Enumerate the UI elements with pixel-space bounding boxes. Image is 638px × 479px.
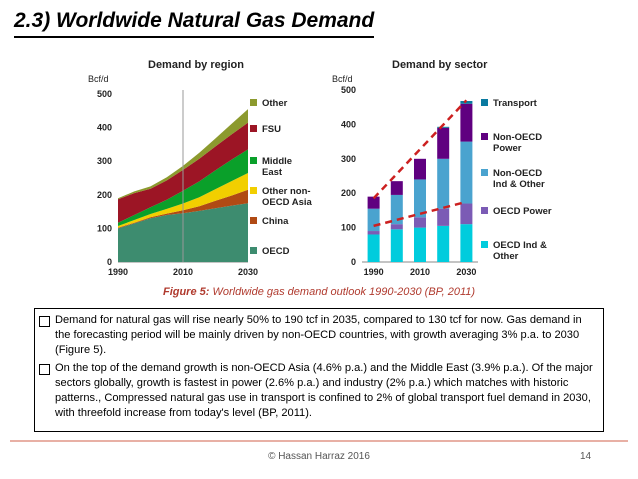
slide-title: 2.3) Worldwide Natural Gas Demand — [14, 8, 375, 38]
chart-title: Demand by sector — [392, 59, 488, 71]
bar-non-oecd-power — [437, 127, 450, 159]
x-tick-label: 1990 — [364, 267, 384, 277]
area-other-non-oecd-asia — [118, 173, 248, 228]
legend-swatch-oecd-ind-other — [481, 241, 488, 248]
bar-oecd-ind-other — [414, 227, 426, 262]
footer-divider — [10, 440, 628, 442]
y-tick-label: 0 — [107, 257, 112, 267]
legend-swatch-oecd — [250, 247, 257, 254]
text-box: Demand for natural gas will rise nearly … — [34, 308, 604, 432]
legend-swatch-middle-east — [250, 157, 257, 164]
bar-non-oecd-power — [367, 196, 380, 209]
legend-swatch-non-oecd-power — [481, 133, 488, 140]
trend-line-power-trend — [373, 200, 467, 228]
x-tick-label: 1990 — [108, 267, 128, 277]
y-tick-label: 100 — [341, 223, 356, 233]
bar-oecd-ind-other — [367, 234, 380, 262]
legend-label-oecd-power: OECD Power — [493, 206, 552, 217]
trend-line-total-trend — [372, 99, 468, 200]
bar-oecd-power — [367, 231, 380, 235]
bar-non-oecd-ind-other — [390, 194, 403, 225]
x-tick-label: 2010 — [410, 267, 430, 277]
bar-oecd-power — [437, 208, 450, 226]
legend-label-middle-east: Middle East — [262, 156, 292, 178]
sector-chart: Demand by sector Bcf/d 0 100 200 300 400 500 199… — [332, 59, 552, 277]
bar-non-oecd-ind-other — [437, 158, 450, 209]
legend-swatch-fsu — [250, 125, 257, 132]
y-tick-label: 0 — [351, 257, 356, 267]
legend-label-fsu: FSU — [262, 124, 281, 135]
bar-non-oecd-power — [390, 181, 403, 195]
footer-copyright: © Hassan Harraz 2016 — [268, 451, 370, 462]
legend-label-oecd: OECD — [262, 246, 290, 257]
y-tick-label: 200 — [97, 190, 112, 200]
legend-label-oecd-ind-other: OECD Ind & Other — [493, 240, 547, 262]
y-axis-label: Bcf/d — [88, 74, 109, 84]
bar-non-oecd-ind-other — [367, 208, 380, 232]
checkbox-bullet-icon — [39, 316, 50, 327]
legend-label-non-oecd-ind-other: Non-OECD Ind & Other — [493, 168, 545, 190]
bar-non-oecd-power — [460, 103, 473, 142]
legend-swatch-other — [250, 99, 257, 106]
page-number: 14 — [580, 451, 592, 462]
bar-non-oecd-ind-other — [460, 141, 473, 204]
caption-text: Worldwide gas demand outlook 1990-2030 (… — [212, 286, 476, 298]
y-tick-label: 500 — [97, 89, 112, 99]
area-middle-east — [118, 149, 248, 226]
legend-swatch-oecd-power — [481, 207, 488, 214]
x-tick-label: 2030 — [238, 267, 258, 277]
bullet-item: On the top of the demand growth is non-O… — [39, 361, 597, 422]
bar-oecd-power — [460, 203, 473, 225]
bar-non-oecd-ind-other — [414, 179, 426, 218]
y-tick-label: 400 — [97, 123, 112, 133]
legend-label-non-oecd-power: Non-OECD Power — [493, 132, 542, 154]
legend-label-other-non-oecd-asia: Other non-OECD Asia — [262, 186, 313, 208]
x-tick-label: 2030 — [456, 267, 476, 277]
bullet-item: Demand for natural gas will rise nearly … — [39, 313, 597, 359]
region-chart: Demand by region Bcf/d 0 100 200 300 400 500 199… — [88, 59, 313, 277]
legend-label-transport: Transport — [493, 98, 538, 109]
y-axis-label: Bcf/d — [332, 74, 353, 84]
y-tick-label: 100 — [97, 223, 112, 233]
bar-transport — [460, 101, 473, 104]
legend-label-other: Other — [262, 98, 288, 109]
y-tick-label: 200 — [341, 188, 356, 198]
caption-label: Figure 5: — [162, 286, 210, 298]
legend-swatch-china — [250, 217, 257, 224]
chart-title: Demand by region — [148, 59, 244, 71]
bullet-text: On the top of the demand growth is non-O… — [55, 361, 593, 420]
legend-swatch-other-non-oecd-asia — [250, 187, 257, 194]
x-tick-label: 2010 — [173, 267, 193, 277]
bar-oecd-power — [414, 217, 426, 228]
y-tick-label: 400 — [341, 119, 356, 129]
y-tick-label: 300 — [341, 154, 356, 164]
legend-swatch-transport — [481, 99, 488, 106]
checkbox-bullet-icon — [39, 363, 50, 375]
bar-oecd-ind-other — [390, 229, 403, 262]
bar-oecd-ind-other — [437, 225, 450, 262]
bullet-text: Demand for natural gas will rise nearly … — [55, 314, 582, 357]
bar-oecd-ind-other — [460, 224, 473, 262]
bar-oecd-power — [390, 224, 403, 230]
y-tick-label: 500 — [341, 85, 356, 95]
legend-swatch-non-oecd-ind-other — [481, 169, 488, 176]
figure-caption: Figure 5: Worldwide gas demand outlook 1… — [0, 286, 638, 298]
y-tick-label: 300 — [97, 156, 112, 166]
bar-transport — [437, 126, 450, 128]
legend-label-china: China — [262, 216, 289, 227]
bar-non-oecd-power — [414, 158, 426, 180]
